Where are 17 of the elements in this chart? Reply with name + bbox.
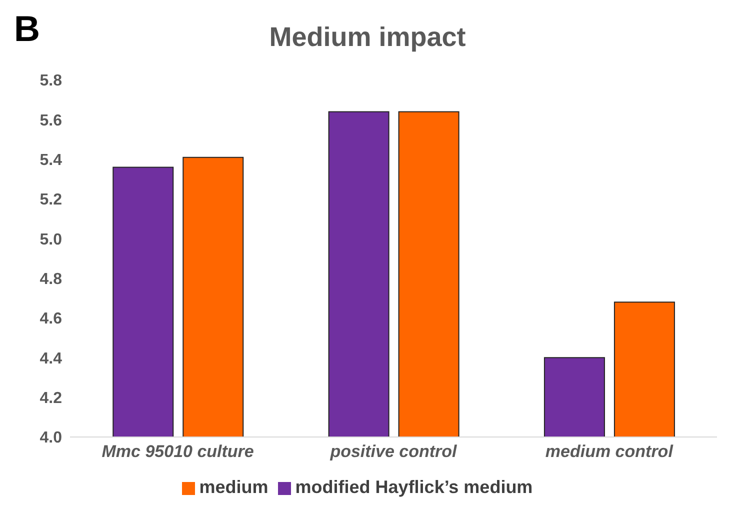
x-tick-label: medium control [545, 442, 674, 462]
y-tick-label: 4.8 [40, 271, 62, 288]
legend-label: medium [199, 477, 268, 497]
y-tick-label: 4.0 [40, 430, 62, 447]
y-tick-label: 5.0 [40, 231, 62, 248]
y-tick-label: 5.4 [40, 152, 62, 170]
y-tick-label: 4.2 [40, 390, 62, 408]
legend-label: modified Hayflick’s medium [295, 477, 533, 497]
y-tick-label: 5.8 [40, 72, 62, 90]
y-tick-label: 5.2 [40, 192, 62, 209]
y-tick-label: 4.4 [40, 350, 62, 368]
x-tick-label: positive control [329, 442, 458, 462]
text: B [14, 8, 40, 50]
y-tick-label: 5.6 [40, 112, 62, 130]
y-tick-label: 4.6 [40, 310, 62, 328]
x-tick-label: Mmc 95010 culture [102, 442, 254, 462]
chart-title: Medium impact [269, 22, 466, 52]
